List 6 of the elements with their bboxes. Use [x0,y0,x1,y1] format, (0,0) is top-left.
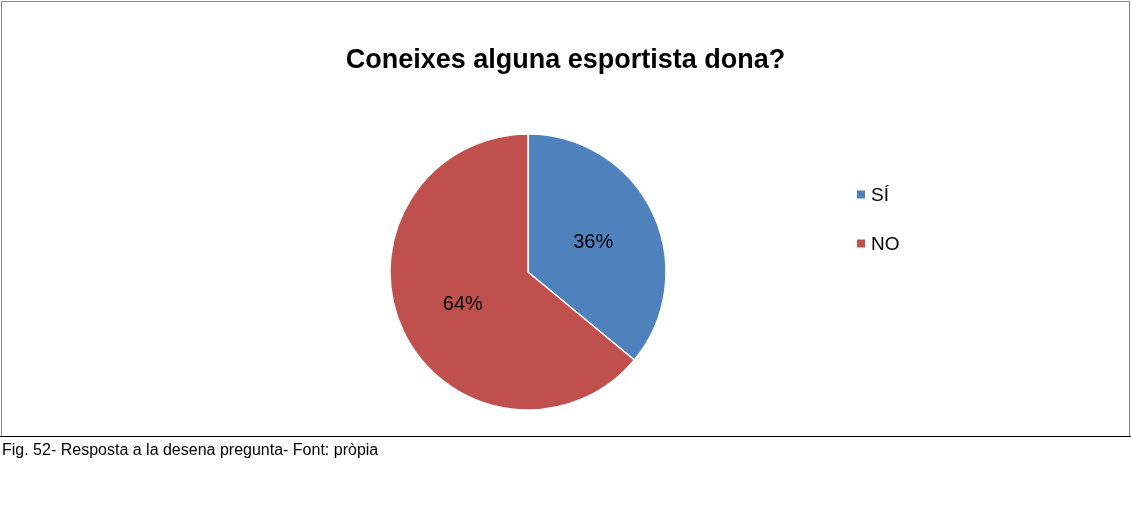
legend-label: NO [871,233,900,254]
data-label: 64% [442,291,484,314]
legend-label: SÍ [871,184,890,205]
chart-title: Coneixes alguna esportista dona? [345,43,786,74]
data-label: 36% [573,230,614,253]
caption: Fig. 52- Resposta a la desena pregunta- Font: pròpia [0,436,1131,459]
